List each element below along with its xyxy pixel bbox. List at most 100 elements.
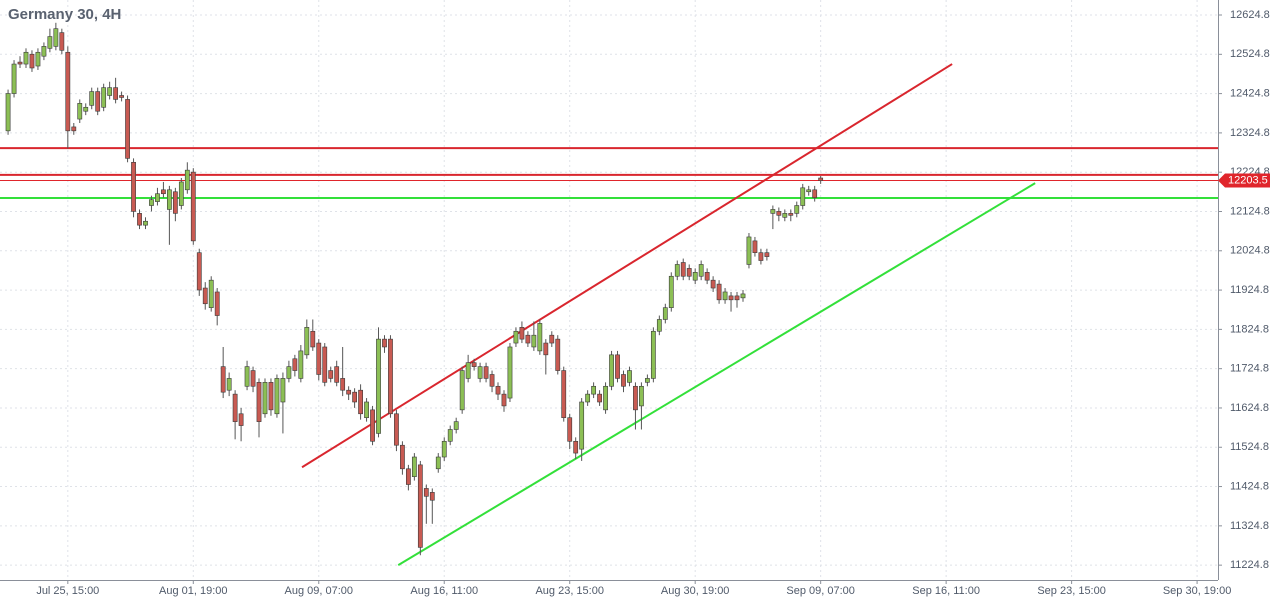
candle-body [573, 440, 579, 454]
candle-body [346, 389, 352, 395]
candle-body [752, 240, 758, 253]
candle-body [656, 319, 662, 332]
candle-body [77, 103, 83, 120]
candle-body [668, 275, 674, 308]
candle-body [603, 385, 608, 411]
candle-body [686, 268, 692, 277]
candle-body [298, 350, 304, 379]
candle-body [740, 293, 746, 299]
y-tick-label: 11624.8 [1230, 402, 1269, 414]
x-tick-label: Sep 09, 07:00 [786, 585, 855, 597]
last-price-label: 12203.5 [1228, 174, 1268, 186]
candle-body [107, 87, 113, 96]
candle-body [555, 338, 561, 371]
candle-body [650, 330, 656, 379]
candle-body [644, 378, 650, 383]
candle-body [256, 382, 262, 422]
y-tick-label: 11224.8 [1230, 559, 1269, 571]
candle-body [818, 177, 824, 181]
candle-body [250, 370, 256, 387]
y-tick-label: 11724.8 [1230, 363, 1269, 375]
candle-body [776, 211, 782, 216]
x-tick-label: Aug 09, 07:00 [285, 585, 354, 597]
candle-body [615, 354, 620, 379]
y-tick-label: 12424.8 [1230, 88, 1270, 100]
trend-line [301, 63, 953, 469]
x-tick-label: Sep 16, 11:00 [912, 585, 980, 597]
candle-body [65, 51, 71, 132]
candle-body [196, 252, 202, 291]
candle-body [149, 199, 154, 206]
x-tick-label: Sep 23, 15:00 [1037, 585, 1106, 597]
candle-body [513, 330, 519, 344]
candle-body [53, 28, 59, 47]
candle-body [531, 334, 537, 348]
candle-body [304, 327, 310, 356]
candle-body [358, 389, 363, 415]
candle-body [806, 189, 812, 193]
candle-body [352, 391, 358, 403]
candle-body [190, 171, 196, 242]
plot [0, 22, 1218, 567]
candle-body [382, 338, 387, 348]
candle-body [155, 193, 160, 202]
candle-body [226, 378, 232, 391]
y-tick-label: 12024.8 [1230, 245, 1270, 257]
candle-body [662, 307, 668, 320]
candle-body [441, 440, 447, 458]
y-tick-label: 12124.8 [1230, 205, 1270, 217]
candle-body [794, 205, 800, 214]
y-tick-label: 12524.8 [1230, 48, 1270, 60]
candle-body [274, 378, 280, 415]
candle-body [394, 413, 399, 446]
candle-body [47, 36, 53, 49]
candle-body [101, 87, 107, 108]
candle-body [328, 370, 334, 379]
candle-body [639, 385, 644, 407]
candle-body [5, 93, 11, 132]
candle-body [220, 366, 226, 393]
candle-body [728, 295, 734, 301]
candle-body [388, 338, 393, 415]
candle-body [692, 272, 698, 281]
candle-body [746, 236, 752, 265]
candle-body [35, 51, 41, 67]
candle-body [166, 189, 172, 210]
candle-body [131, 161, 136, 212]
candle-body [208, 279, 214, 308]
candle-body [405, 468, 411, 485]
candle-body [585, 393, 591, 403]
candle-body [710, 279, 716, 289]
candle-body [334, 366, 340, 383]
candle-body [800, 187, 806, 206]
x-tick-label: Aug 23, 15:00 [535, 585, 604, 597]
candle-body [316, 342, 322, 375]
candle-body [537, 323, 543, 352]
candle-body [758, 252, 764, 261]
candle-body [95, 91, 101, 112]
candle-body [417, 464, 423, 548]
candle-body [429, 492, 435, 501]
candle-body [83, 106, 89, 112]
candle-body [507, 346, 513, 399]
candle-body [370, 409, 375, 442]
candle-body [435, 456, 441, 470]
candle-body [609, 354, 614, 387]
candle-body [525, 334, 531, 344]
y-tick-label: 11424.8 [1230, 480, 1269, 492]
candle-body [489, 374, 495, 387]
candle-body [788, 213, 794, 216]
candle-body [453, 421, 459, 430]
candle-body [674, 264, 680, 277]
candle-body [172, 191, 178, 214]
candle-body [143, 220, 148, 226]
candle-body [214, 291, 220, 316]
candle-body [262, 382, 268, 415]
candle-body [597, 393, 602, 403]
candle-body [501, 393, 507, 407]
candle-body [764, 252, 770, 257]
candle-body [59, 32, 65, 51]
candle-body [280, 378, 286, 403]
